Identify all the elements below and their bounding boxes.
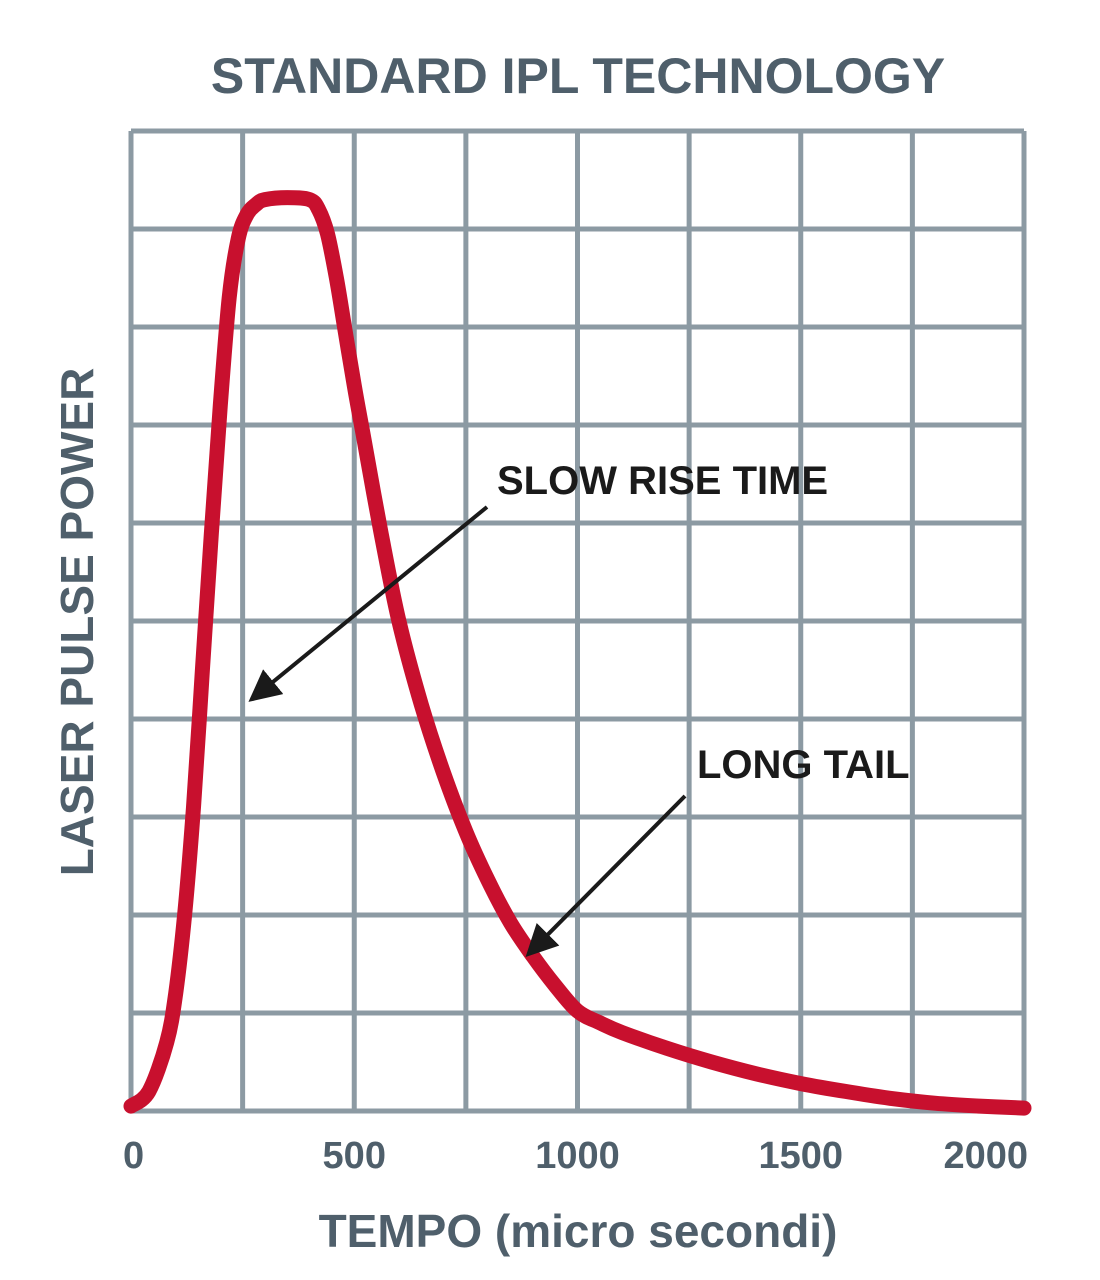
annotations: SLOW RISE TIME LONG TAIL xyxy=(248,459,910,958)
x-tick-label: 0 xyxy=(123,1135,144,1177)
annotation-long-tail-arrow xyxy=(525,794,687,958)
curve-layer xyxy=(123,190,1032,1116)
pulse-curve xyxy=(123,190,1032,1116)
x-tick-label: 1000 xyxy=(535,1135,620,1177)
x-tick-labels: 0 500 1000 1500 2000 xyxy=(123,1135,1028,1177)
chart-title: STANDARD IPL TECHNOLOGY xyxy=(211,48,945,104)
x-axis-label: TEMPO (micro secondi) xyxy=(319,1205,838,1257)
x-tick-label: 500 xyxy=(323,1135,386,1177)
annotation-slow-rise-label: SLOW RISE TIME xyxy=(497,459,828,503)
x-tick-label: 1500 xyxy=(758,1135,843,1177)
y-axis-label: LASER PULSE POWER xyxy=(51,368,103,877)
annotation-slow-rise-arrow xyxy=(248,505,489,702)
grid xyxy=(128,128,1027,1114)
annotation-long-tail-label: LONG TAIL xyxy=(697,743,910,787)
x-tick-label: 2000 xyxy=(943,1135,1028,1177)
